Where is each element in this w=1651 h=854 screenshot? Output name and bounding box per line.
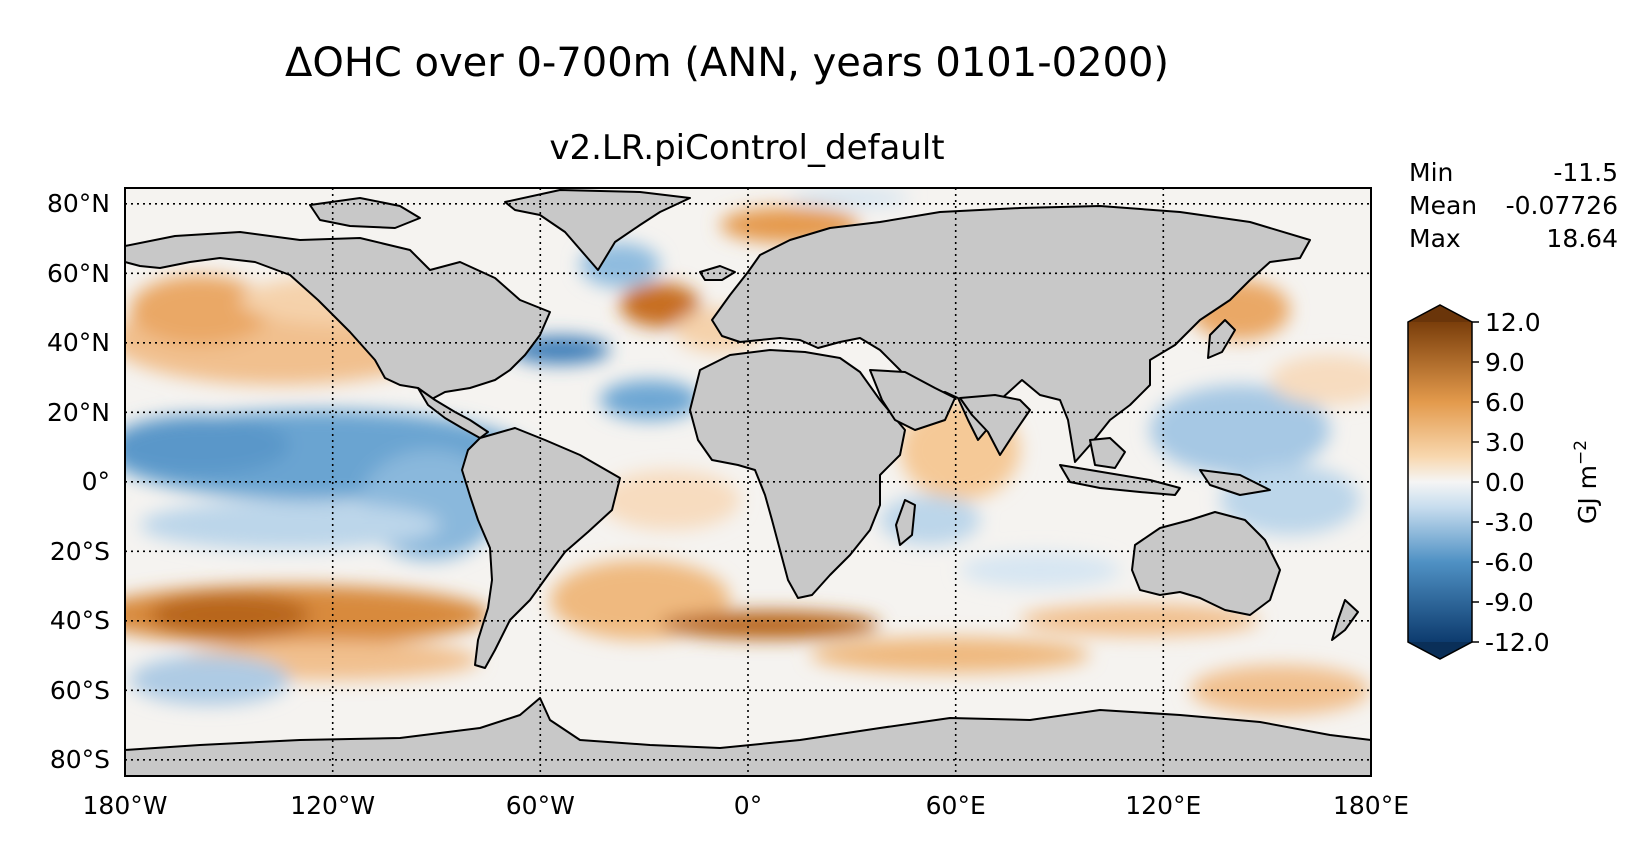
lat-tick: 20°S bbox=[50, 537, 110, 566]
colorbar-label: GJ m−2 bbox=[1571, 440, 1602, 524]
australia bbox=[1131, 511, 1281, 616]
colorbar-tick-label: 0.0 bbox=[1485, 468, 1525, 497]
stat-max-value: 18.64 bbox=[1546, 224, 1618, 253]
india bbox=[959, 394, 1031, 456]
stat-max-label: Max bbox=[1409, 224, 1461, 253]
colorbar-tick-label: -6.0 bbox=[1485, 548, 1534, 577]
graticule bbox=[125, 188, 1371, 776]
colorbar-tick-label: 9.0 bbox=[1485, 348, 1525, 377]
lat-tick: 60°N bbox=[47, 259, 110, 288]
stat-min-value: -11.5 bbox=[1553, 158, 1618, 187]
map-panel: 180°W 120°W 60°W 0° 60°E 120°E 180°E 80°… bbox=[47, 187, 1409, 820]
colorbar-ticks bbox=[1472, 321, 1479, 643]
lon-tick: 120°W bbox=[290, 791, 375, 820]
colorbar-label-text: GJ m bbox=[1573, 465, 1602, 524]
colorbar-tick-labels: 12.0 9.0 6.0 3.0 0.0 -3.0 -6.0 -9.0 -12.… bbox=[1485, 308, 1550, 657]
lat-tick: 40°N bbox=[47, 328, 110, 357]
antarctica bbox=[125, 697, 1371, 776]
colorbar-tick-label: -3.0 bbox=[1485, 508, 1534, 537]
colorbar-tick-label: 6.0 bbox=[1485, 388, 1525, 417]
lat-tick: 40°S bbox=[50, 606, 110, 635]
greenland bbox=[504, 189, 691, 271]
colorbar-extend-bottom bbox=[1408, 642, 1472, 659]
colorbar-tick-label: -12.0 bbox=[1485, 628, 1550, 657]
map-subtitle: v2.LR.piControl_default bbox=[549, 128, 944, 168]
colorbar: 12.0 9.0 6.0 3.0 0.0 -3.0 -6.0 -9.0 -12.… bbox=[1407, 304, 1602, 660]
colorbar-tick-label: -9.0 bbox=[1485, 588, 1534, 617]
madagascar bbox=[895, 499, 916, 546]
colorbar-extend-top bbox=[1408, 305, 1472, 322]
stat-min-label: Min bbox=[1409, 158, 1453, 187]
arctic-islands bbox=[309, 197, 421, 229]
stats-box: Min -11.5 Mean -0.07726 Max 18.64 bbox=[1409, 158, 1618, 253]
japan bbox=[1207, 319, 1236, 359]
ocean-anomaly-field bbox=[125, 190, 1371, 715]
lon-tick-labels: 180°W 120°W 60°W 0° 60°E 120°E 180°E bbox=[83, 791, 1409, 820]
stat-mean-value: -0.07726 bbox=[1506, 191, 1618, 220]
lon-tick: 60°W bbox=[506, 791, 575, 820]
lon-tick: 60°E bbox=[926, 791, 986, 820]
lat-tick: 20°N bbox=[47, 398, 110, 427]
indonesia bbox=[1059, 464, 1181, 496]
arabian-peninsula bbox=[869, 369, 956, 431]
central-america bbox=[417, 387, 489, 439]
lat-tick: 80°N bbox=[47, 189, 110, 218]
lon-tick: 0° bbox=[734, 791, 762, 820]
colorbar-label-exponent: −2 bbox=[1571, 440, 1591, 465]
lat-tick: 80°S bbox=[50, 745, 110, 774]
colorbar-tick-label: 3.0 bbox=[1485, 428, 1525, 457]
borneo bbox=[1089, 437, 1126, 469]
colorbar-tick-label: 12.0 bbox=[1485, 308, 1541, 337]
map-frame bbox=[124, 187, 1372, 777]
lat-tick: 0° bbox=[82, 467, 110, 496]
figure-title: ΔOHC over 0-700m (ANN, years 0101-0200) bbox=[285, 40, 1169, 86]
lat-tick-labels: 80°N 60°N 40°N 20°N 0° 20°S 40°S 60°S 80… bbox=[47, 189, 110, 774]
stat-mean-label: Mean bbox=[1409, 191, 1477, 220]
lon-tick: 180°E bbox=[1333, 791, 1409, 820]
lon-tick: 120°E bbox=[1125, 791, 1201, 820]
lon-tick: 180°W bbox=[83, 791, 168, 820]
lat-tick: 60°S bbox=[50, 676, 110, 705]
iceland bbox=[699, 265, 736, 281]
colorbar-body bbox=[1408, 322, 1472, 642]
eurasia bbox=[711, 205, 1311, 463]
